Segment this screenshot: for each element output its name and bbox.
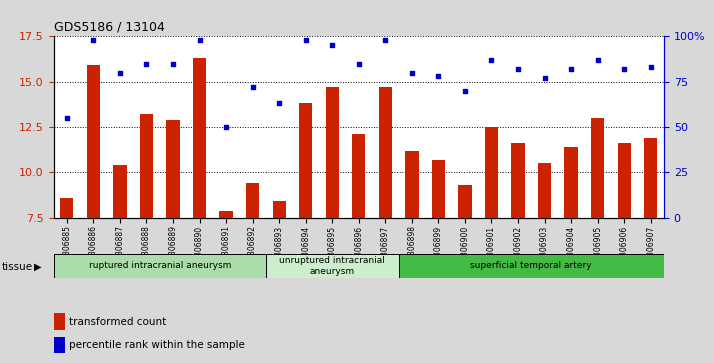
Text: tissue: tissue [1, 262, 33, 272]
Point [645, 64, 656, 70]
Point [592, 57, 603, 63]
Point [486, 57, 497, 63]
Bar [54, 254, 266, 278]
Point [114, 70, 126, 76]
Bar [644, 138, 658, 218]
Point [353, 61, 365, 66]
Bar [565, 147, 578, 218]
Point [326, 42, 338, 48]
Point [88, 37, 99, 43]
Bar [591, 118, 604, 218]
Bar [299, 103, 312, 218]
Bar [166, 120, 180, 218]
Bar [511, 143, 525, 218]
Bar [432, 160, 445, 218]
Point [539, 75, 550, 81]
Point [247, 84, 258, 90]
Point [433, 73, 444, 79]
Bar [485, 127, 498, 218]
Bar [352, 134, 366, 218]
Point [300, 37, 311, 43]
Point [61, 115, 73, 121]
Point [141, 61, 152, 66]
Text: GDS5186 / 13104: GDS5186 / 13104 [54, 21, 164, 34]
Bar [398, 254, 664, 278]
Text: unruptured intracranial
aneurysm: unruptured intracranial aneurysm [279, 256, 385, 276]
Bar [378, 87, 392, 218]
Point [513, 66, 524, 72]
Bar [458, 185, 471, 218]
Bar [266, 254, 398, 278]
Bar [54, 337, 64, 354]
Text: ruptured intracranial aneurysm: ruptured intracranial aneurysm [89, 261, 231, 270]
Point [221, 124, 232, 130]
Point [459, 88, 471, 94]
Bar [86, 65, 100, 218]
Bar [193, 58, 206, 218]
Text: superficial temporal artery: superficial temporal artery [471, 261, 592, 270]
Bar [219, 211, 233, 218]
Point [406, 70, 418, 76]
Text: percentile rank within the sample: percentile rank within the sample [69, 340, 245, 350]
Bar [114, 165, 126, 218]
Point [618, 66, 630, 72]
Bar [618, 143, 631, 218]
Bar [326, 87, 339, 218]
Bar [273, 201, 286, 218]
Point [273, 101, 285, 106]
Point [193, 37, 205, 43]
Bar [538, 163, 551, 218]
Bar [54, 313, 64, 330]
Bar [406, 151, 418, 218]
Bar [246, 183, 259, 218]
Text: transformed count: transformed count [69, 317, 166, 327]
Point [380, 37, 391, 43]
Text: ▶: ▶ [34, 262, 42, 272]
Bar [60, 198, 74, 218]
Point [565, 66, 577, 72]
Bar [140, 114, 153, 218]
Point [167, 61, 178, 66]
